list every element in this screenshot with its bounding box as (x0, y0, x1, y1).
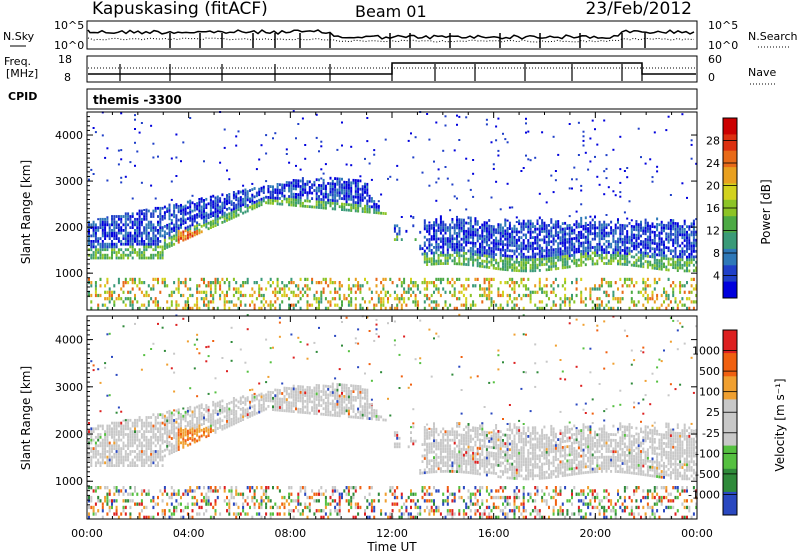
x-tick-label: 12:00 (376, 527, 408, 540)
nsky-strip: N.Sky 10^5 10^0 10^5 10^0 N.Search (3, 19, 798, 52)
nave-tick-bottom: 0 (708, 71, 715, 84)
cpid-label: CPID (8, 90, 37, 103)
x-tick-label: 00:00 (71, 527, 103, 540)
x-tick-label: 20:00 (579, 527, 611, 540)
colorbar-swatch (723, 150, 737, 168)
freq-label: Freq. (4, 55, 31, 68)
velocity-cells (88, 313, 698, 519)
y-tick-label: 3000 (55, 381, 83, 394)
freq-tick-top: 18 (58, 53, 72, 66)
nsky-series-line (87, 29, 695, 40)
station-title: Kapuskasing (fitACF) (92, 0, 268, 19)
colorbar-swatch (723, 134, 737, 152)
colorbar-swatch (723, 167, 737, 184)
y-tick-label: 3000 (55, 175, 83, 188)
colorbar-tick-label: -100 (695, 447, 720, 460)
freq-series-line (88, 62, 696, 75)
colorbar-tick-label: 24 (706, 157, 720, 170)
nsearch-tick-top: 10^5 (708, 19, 738, 32)
nave-tick-top: 60 (708, 53, 722, 66)
nsky-frame (86, 20, 698, 50)
y-tick-label: 4000 (55, 334, 83, 347)
freq-strip: Freq. [MHz] 18 8 60 0 Nave (4, 53, 776, 85)
date-title: 23/Feb/2012 (586, 0, 692, 19)
power-cells (88, 110, 698, 310)
nsearch-tick-bottom: 10^0 (708, 39, 738, 52)
y-tick-label: 2000 (55, 221, 83, 234)
x-tick-label: 00:00 (681, 527, 713, 540)
colorbar-tick-label: 20 (706, 180, 720, 193)
colorbar-swatch (723, 183, 737, 201)
y-tick-label: 1000 (55, 475, 83, 488)
colorbar-swatch (723, 330, 737, 354)
colorbar-tick-label: -500 (695, 468, 720, 481)
nsky-tick-top: 10^5 (54, 19, 84, 32)
colorbar-swatch (723, 399, 737, 423)
freq-frame (86, 55, 698, 83)
colorbar-tick-label: 28 (706, 135, 720, 148)
nsearch-label: N.Search (748, 30, 798, 43)
colorbar-tick-label: 16 (706, 202, 720, 215)
colorbar-swatch (723, 445, 737, 470)
x-tick-label: 16:00 (478, 527, 510, 540)
y-tick-label: 4000 (55, 129, 83, 142)
power-heatmap-panel: 1000 2000 3000 4000 Slant Range [km] (19, 110, 698, 311)
colorbar-swatch (723, 232, 737, 250)
colorbar-swatch (723, 118, 737, 135)
nsky-tick-bottom: 10^0 (54, 39, 84, 52)
colorbar-tick-label: -1000 (688, 488, 720, 501)
colorbar-tick-label: -25 (702, 427, 720, 440)
x-tick-label: 04:00 (173, 527, 205, 540)
colorbar-swatch (723, 468, 737, 493)
velocity-colorbar: 1000 500 100 25 -25 -100 -500 -1000 (688, 329, 738, 516)
colorbar-tick-label: 500 (699, 365, 720, 378)
time-axis-label: Time UT (366, 540, 417, 554)
nsky-label: N.Sky (3, 30, 35, 43)
velocity-axes: 1000 2000 3000 4000 (55, 316, 698, 519)
nave-label: Nave (748, 66, 776, 79)
colorbar-swatch (723, 248, 737, 266)
cpid-strip: CPID themis -3300 (8, 88, 698, 110)
power-colorbar: 28 24 20 16 12 8 4 (706, 117, 738, 299)
colorbar-tick-label: 4 (713, 270, 720, 283)
y-tick-label: 1000 (55, 267, 83, 280)
colorbar-swatch (723, 376, 737, 400)
freq-unit-label: [MHz] (6, 67, 38, 80)
colorbar-tick-label: 12 (706, 225, 720, 238)
x-tick-label: 08:00 (274, 527, 306, 540)
colorbar-swatch (723, 491, 737, 516)
power-colorbar-label: Power [dB] (759, 179, 773, 244)
time-axis: 00:00 04:00 08:00 12:00 16:00 20:00 00:00 (71, 527, 713, 540)
power-ylabel: Slant Range [km] (19, 160, 33, 264)
colorbar-swatch (723, 265, 737, 283)
colorbar-swatch (723, 216, 737, 234)
colorbar-tick-label: 25 (706, 406, 720, 419)
velocity-heatmap-panel: 1000 2000 3000 4000 Slant Range [km] (19, 313, 698, 520)
velocity-colorbar-label: Velocity [m s⁻¹] (773, 378, 787, 471)
freq-tick-bottom: 8 (64, 71, 71, 84)
colorbar-tick-label: 8 (713, 247, 720, 260)
power-axes: 1000 2000 3000 4000 (55, 112, 698, 310)
velocity-ylabel: Slant Range [km] (19, 366, 33, 470)
colorbar-tick-label: 100 (699, 386, 720, 399)
colorbar-tick-label: 1000 (692, 345, 720, 358)
cpid-value: themis -3300 (93, 93, 182, 107)
colorbar-swatch (723, 422, 737, 447)
colorbar-swatch (723, 353, 737, 377)
beam-title: Beam 01 (355, 2, 427, 21)
cpid-frame (86, 88, 698, 110)
y-tick-label: 2000 (55, 428, 83, 441)
colorbar-swatch (723, 281, 737, 299)
